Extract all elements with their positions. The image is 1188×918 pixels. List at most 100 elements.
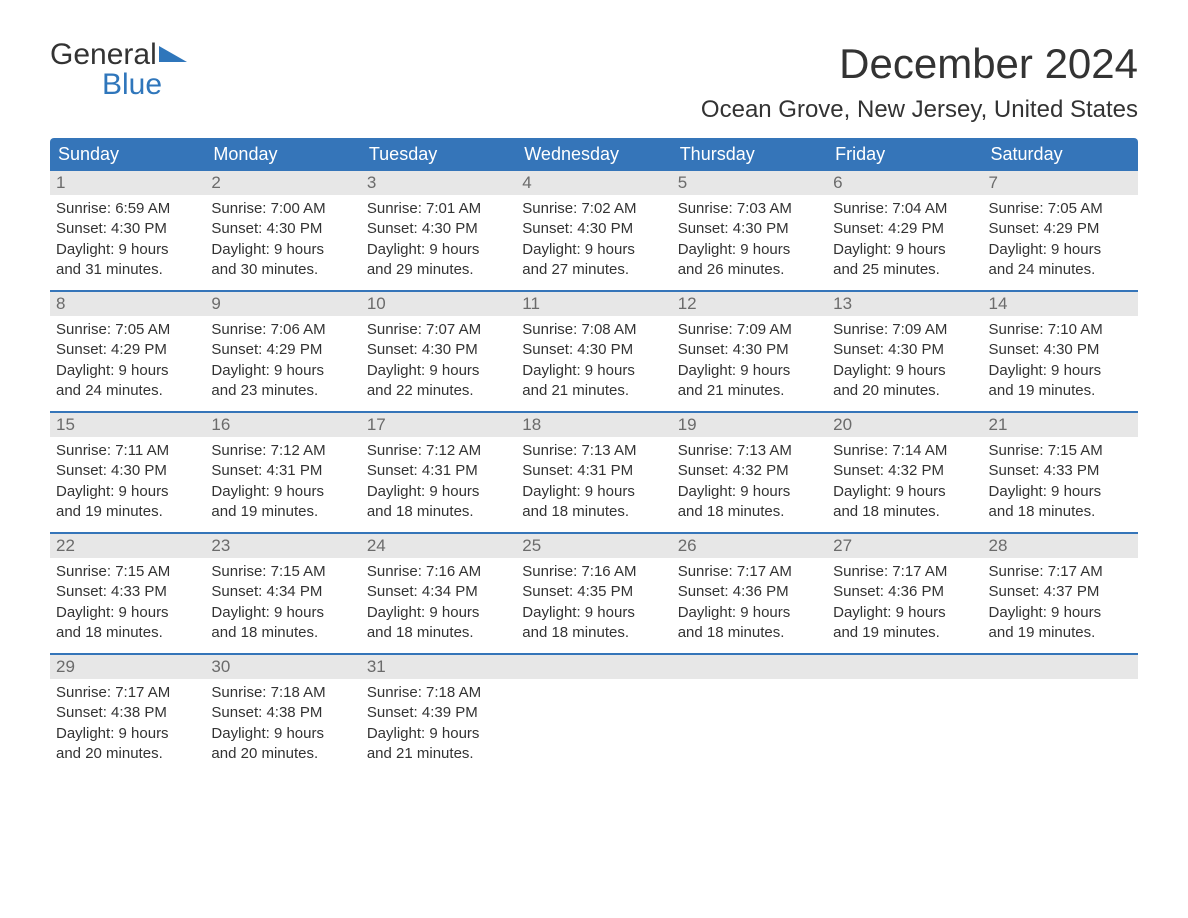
day-daylight1: Daylight: 9 hours [56,482,199,502]
day-daylight1: Daylight: 9 hours [989,361,1132,381]
calendar-day-cell: 3Sunrise: 7:01 AMSunset: 4:30 PMDaylight… [361,171,516,290]
day-sunset: Sunset: 4:30 PM [678,219,821,239]
calendar-day-cell: 25Sunrise: 7:16 AMSunset: 4:35 PMDayligh… [516,534,671,653]
calendar-day-cell: 20Sunrise: 7:14 AMSunset: 4:32 PMDayligh… [827,413,982,532]
calendar-day-cell: 5Sunrise: 7:03 AMSunset: 4:30 PMDaylight… [672,171,827,290]
calendar-day-cell: 23Sunrise: 7:15 AMSunset: 4:34 PMDayligh… [205,534,360,653]
day-number: 20 [827,413,982,437]
calendar-week: 1Sunrise: 6:59 AMSunset: 4:30 PMDaylight… [50,171,1138,290]
day-sunrise: Sunrise: 7:08 AM [522,320,665,340]
day-body: Sunrise: 7:09 AMSunset: 4:30 PMDaylight:… [672,316,827,411]
day-daylight1: Daylight: 9 hours [522,240,665,260]
day-daylight1: Daylight: 9 hours [989,603,1132,623]
calendar-day-cell: 11Sunrise: 7:08 AMSunset: 4:30 PMDayligh… [516,292,671,411]
day-number: 28 [983,534,1138,558]
calendar-day-cell: 1Sunrise: 6:59 AMSunset: 4:30 PMDaylight… [50,171,205,290]
day-body: Sunrise: 7:17 AMSunset: 4:36 PMDaylight:… [672,558,827,653]
calendar-day-cell: 18Sunrise: 7:13 AMSunset: 4:31 PMDayligh… [516,413,671,532]
day-body: Sunrise: 7:17 AMSunset: 4:37 PMDaylight:… [983,558,1138,653]
day-daylight2: and 19 minutes. [56,502,199,522]
day-daylight1: Daylight: 9 hours [367,603,510,623]
day-sunset: Sunset: 4:30 PM [56,461,199,481]
calendar-week: 29Sunrise: 7:17 AMSunset: 4:38 PMDayligh… [50,653,1138,774]
day-number: 17 [361,413,516,437]
day-body: Sunrise: 6:59 AMSunset: 4:30 PMDaylight:… [50,195,205,290]
day-sunrise: Sunrise: 6:59 AM [56,199,199,219]
logo-text-blue: Blue [50,70,187,100]
calendar-day-cell: 29Sunrise: 7:17 AMSunset: 4:38 PMDayligh… [50,655,205,774]
calendar-day-cell: 9Sunrise: 7:06 AMSunset: 4:29 PMDaylight… [205,292,360,411]
day-sunrise: Sunrise: 7:16 AM [522,562,665,582]
location-subtitle: Ocean Grove, New Jersey, United States [701,96,1138,124]
day-daylight1: Daylight: 9 hours [522,361,665,381]
day-daylight1: Daylight: 9 hours [522,603,665,623]
day-body: Sunrise: 7:09 AMSunset: 4:30 PMDaylight:… [827,316,982,411]
day-sunrise: Sunrise: 7:07 AM [367,320,510,340]
day-number: 24 [361,534,516,558]
day-number: 11 [516,292,671,316]
day-daylight2: and 18 minutes. [367,623,510,643]
day-daylight2: and 19 minutes. [833,623,976,643]
day-body: Sunrise: 7:00 AMSunset: 4:30 PMDaylight:… [205,195,360,290]
day-daylight2: and 18 minutes. [989,502,1132,522]
day-sunrise: Sunrise: 7:11 AM [56,441,199,461]
day-daylight2: and 18 minutes. [211,623,354,643]
calendar-day-cell: 21Sunrise: 7:15 AMSunset: 4:33 PMDayligh… [983,413,1138,532]
day-number: 12 [672,292,827,316]
day-sunrise: Sunrise: 7:05 AM [989,199,1132,219]
day-daylight2: and 21 minutes. [522,381,665,401]
day-sunset: Sunset: 4:32 PM [833,461,976,481]
day-number: 29 [50,655,205,679]
weekday-header: Wednesday [516,138,671,171]
logo-text-general: General [50,40,157,70]
day-daylight2: and 23 minutes. [211,381,354,401]
day-daylight1: Daylight: 9 hours [56,240,199,260]
calendar-day-cell: 12Sunrise: 7:09 AMSunset: 4:30 PMDayligh… [672,292,827,411]
day-sunrise: Sunrise: 7:13 AM [522,441,665,461]
weekday-header: Sunday [50,138,205,171]
day-daylight2: and 18 minutes. [522,502,665,522]
day-sunrise: Sunrise: 7:18 AM [367,683,510,703]
weekday-header: Thursday [672,138,827,171]
day-number: 4 [516,171,671,195]
day-sunrise: Sunrise: 7:15 AM [989,441,1132,461]
day-body: Sunrise: 7:12 AMSunset: 4:31 PMDaylight:… [205,437,360,532]
day-sunset: Sunset: 4:29 PM [56,340,199,360]
day-sunrise: Sunrise: 7:09 AM [678,320,821,340]
day-daylight2: and 18 minutes. [678,502,821,522]
day-sunset: Sunset: 4:31 PM [522,461,665,481]
day-sunset: Sunset: 4:34 PM [211,582,354,602]
day-daylight2: and 26 minutes. [678,260,821,280]
day-daylight1: Daylight: 9 hours [367,361,510,381]
day-number [827,655,982,679]
day-sunrise: Sunrise: 7:03 AM [678,199,821,219]
day-daylight2: and 27 minutes. [522,260,665,280]
calendar-day-cell: 22Sunrise: 7:15 AMSunset: 4:33 PMDayligh… [50,534,205,653]
day-sunset: Sunset: 4:34 PM [367,582,510,602]
day-sunrise: Sunrise: 7:13 AM [678,441,821,461]
day-body: Sunrise: 7:14 AMSunset: 4:32 PMDaylight:… [827,437,982,532]
day-daylight2: and 18 minutes. [678,623,821,643]
day-sunrise: Sunrise: 7:18 AM [211,683,354,703]
day-body: Sunrise: 7:15 AMSunset: 4:34 PMDaylight:… [205,558,360,653]
day-daylight2: and 24 minutes. [989,260,1132,280]
calendar-day-cell: 24Sunrise: 7:16 AMSunset: 4:34 PMDayligh… [361,534,516,653]
day-sunset: Sunset: 4:29 PM [833,219,976,239]
day-sunrise: Sunrise: 7:17 AM [56,683,199,703]
day-sunset: Sunset: 4:30 PM [367,340,510,360]
day-daylight2: and 18 minutes. [56,623,199,643]
day-sunrise: Sunrise: 7:00 AM [211,199,354,219]
day-daylight2: and 20 minutes. [211,744,354,764]
day-sunset: Sunset: 4:37 PM [989,582,1132,602]
day-sunset: Sunset: 4:30 PM [678,340,821,360]
day-daylight2: and 30 minutes. [211,260,354,280]
calendar-week: 8Sunrise: 7:05 AMSunset: 4:29 PMDaylight… [50,290,1138,411]
day-body: Sunrise: 7:15 AMSunset: 4:33 PMDaylight:… [983,437,1138,532]
day-number: 2 [205,171,360,195]
logo-triangle-icon [159,40,187,70]
day-daylight2: and 19 minutes. [989,381,1132,401]
day-daylight2: and 19 minutes. [989,623,1132,643]
day-sunrise: Sunrise: 7:17 AM [989,562,1132,582]
day-number: 15 [50,413,205,437]
day-sunset: Sunset: 4:38 PM [56,703,199,723]
